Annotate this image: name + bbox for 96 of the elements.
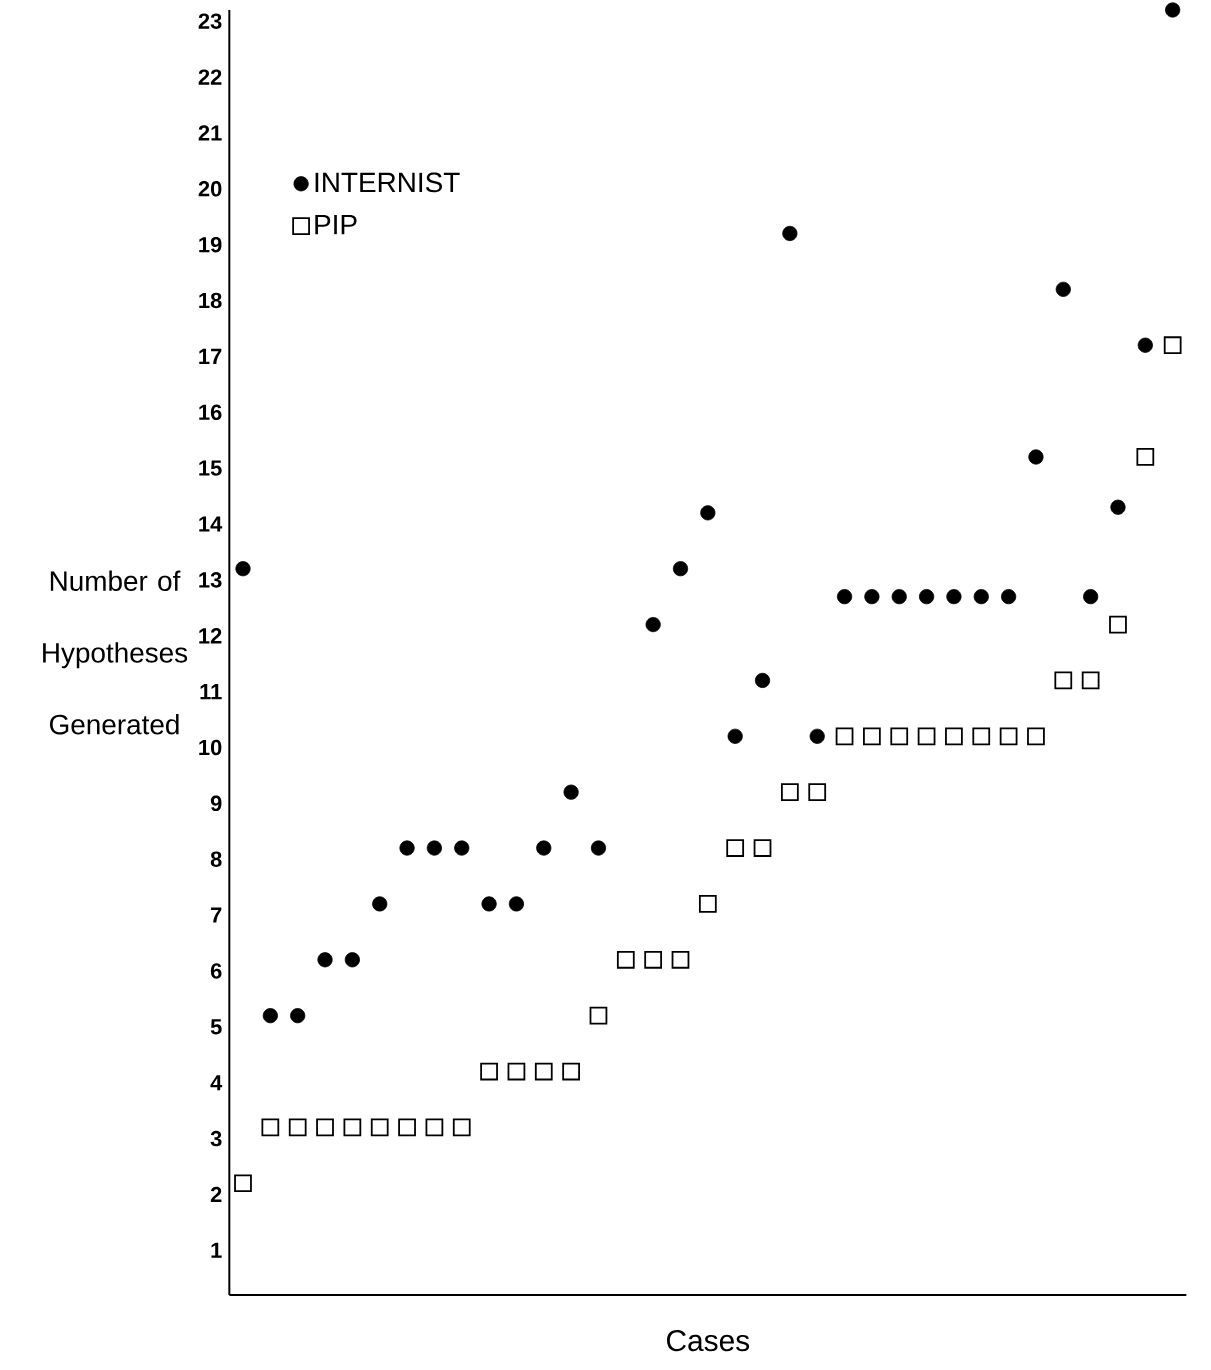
- point: [972, 727, 991, 746]
- point: [290, 1008, 306, 1024]
- point: [399, 840, 415, 856]
- y-tick-label: 12: [199, 628, 222, 644]
- legend-label: PIP: [315, 214, 357, 235]
- point: [398, 1118, 416, 1137]
- point: [782, 225, 798, 242]
- point: [1083, 589, 1099, 605]
- point: [590, 840, 607, 856]
- y-tick-label: 20: [198, 181, 222, 197]
- y-tick-label: 8: [210, 851, 222, 867]
- point: [1163, 336, 1182, 355]
- y-tick-label: 22: [198, 69, 222, 85]
- point: [317, 952, 333, 968]
- point: [809, 728, 825, 744]
- y-tick-label: 21: [198, 125, 222, 141]
- point: [672, 561, 689, 577]
- point: [234, 1174, 252, 1193]
- y-tick-label: 6: [210, 963, 222, 979]
- point: [1028, 449, 1044, 465]
- y-tick-label: 7: [211, 907, 222, 923]
- point: [1055, 281, 1071, 297]
- point: [890, 727, 909, 746]
- point: [454, 840, 470, 856]
- point: [562, 1062, 580, 1081]
- point: [973, 589, 989, 605]
- point: [534, 1062, 553, 1081]
- y-tick-label: 15: [199, 460, 222, 476]
- point: [370, 1118, 389, 1137]
- x-axis-title: Cases: [667, 1330, 750, 1352]
- y-tick-label: 14: [199, 516, 223, 532]
- point: [698, 895, 717, 913]
- point: [372, 896, 388, 912]
- point: [753, 839, 772, 857]
- point: [536, 840, 552, 856]
- point: [946, 589, 962, 605]
- point: [726, 839, 745, 857]
- y-tick-label: 17: [199, 348, 222, 364]
- point: [426, 840, 442, 856]
- point: [700, 505, 716, 521]
- point: [1001, 589, 1017, 605]
- point: [425, 1118, 444, 1137]
- y-tick-label: 13: [199, 572, 222, 588]
- point: [999, 727, 1018, 746]
- y-tick-label: 5: [210, 1019, 222, 1035]
- point: [480, 1062, 498, 1081]
- point: [261, 1118, 280, 1137]
- point: [835, 727, 854, 746]
- point: [891, 589, 907, 605]
- point: [1054, 671, 1073, 690]
- point: [644, 950, 663, 969]
- point: [917, 727, 936, 746]
- point: [563, 784, 579, 800]
- point: [288, 1118, 307, 1137]
- text: Number of Hypotheses Generated: [43, 570, 188, 735]
- point: [1137, 337, 1153, 353]
- point: [1136, 448, 1155, 466]
- point: [481, 896, 497, 912]
- point: [1109, 615, 1127, 634]
- point: [945, 727, 963, 746]
- point: [343, 1118, 362, 1137]
- point: [754, 672, 771, 688]
- point: [645, 616, 661, 633]
- y-tick-label: 4: [210, 1075, 223, 1091]
- point: [507, 1062, 526, 1081]
- point: [864, 589, 880, 605]
- point: [235, 561, 251, 577]
- point: [780, 783, 799, 802]
- point: [316, 1118, 334, 1137]
- point: [616, 950, 635, 969]
- point: [836, 589, 853, 605]
- point: [727, 728, 743, 744]
- point: [452, 1118, 471, 1137]
- point: [508, 896, 524, 912]
- y-tick-label: 23: [198, 13, 222, 29]
- y-tick-label: 2: [210, 1186, 222, 1203]
- point: [863, 727, 881, 746]
- point: [344, 952, 360, 968]
- point: [671, 950, 690, 969]
- y-tick-label: 1: [211, 1242, 222, 1258]
- y-tick-label: 16: [199, 404, 222, 421]
- point: [1110, 499, 1126, 515]
- y-tick-label: 10: [199, 739, 222, 756]
- point: [1081, 671, 1100, 690]
- point: [262, 1008, 278, 1024]
- y-tick-label: 18: [199, 292, 222, 309]
- y-tick-label: 3: [210, 1130, 222, 1147]
- point: [1027, 727, 1045, 746]
- point: [1165, 2, 1181, 18]
- y-tick-label: 19: [199, 236, 222, 253]
- legend-label: INTERNIST: [315, 172, 460, 193]
- point: [589, 1006, 608, 1025]
- point: [808, 783, 827, 802]
- y-tick-label: 11: [200, 684, 222, 700]
- point: [919, 589, 935, 605]
- y-tick-label: 9: [210, 795, 222, 812]
